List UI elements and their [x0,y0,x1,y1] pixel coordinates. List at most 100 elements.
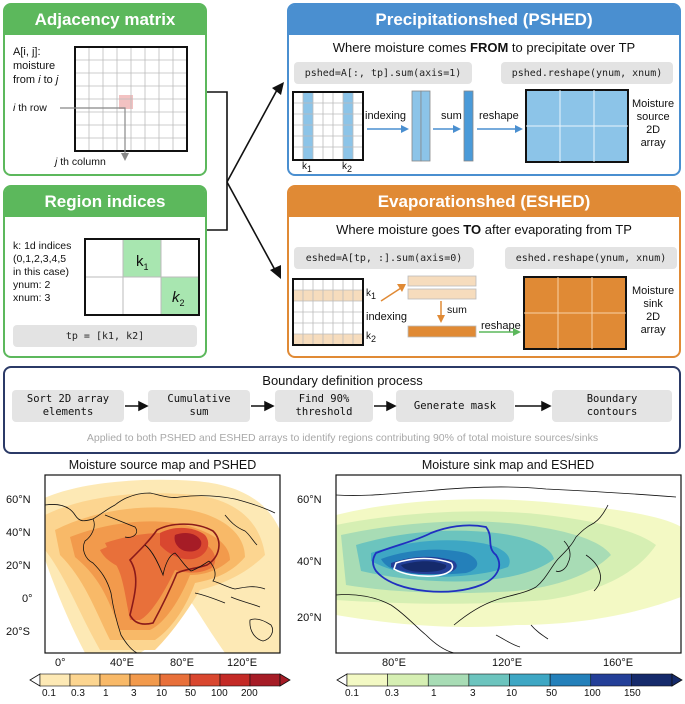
source-cbar-segment [69,673,101,687]
eshed-sum-code: eshed=A[tp, :].sum(axis=0) [294,247,474,269]
region-k2-label: k2 [172,289,185,308]
adjacency-grid [74,46,188,152]
source-cbar-tick-0: 0.1 [42,688,56,699]
sink-cbar-extend-high [671,673,683,687]
boundary-note: Applied to both PSHED and ESHED arrays t… [86,432,599,444]
source-cbar-tick-4: 10 [156,688,168,699]
pshed-k1-label: k1 [302,161,313,174]
source-lon-80: 80°E [170,657,194,669]
pshed-subtitle: Where moisture comes FROM to precipitate… [332,40,636,55]
step-cumulative-sum: Cumulative sum [148,390,250,422]
source-cbar-tick-3: 3 [131,688,137,699]
source-lon-120: 120°E [227,657,258,669]
sink-cbar-tick-2: 1 [431,688,437,699]
row-column-pointer [60,107,129,161]
step-threshold: Find 90% threshold [275,390,373,422]
source-cbar-segment [249,673,281,687]
adjacency-description: A[i, j]: moisture from i to j [13,46,59,86]
source-cbar-tick-5: 50 [185,688,197,699]
sink-colorbar [336,673,683,687]
sink-cbar-segment [346,673,388,687]
source-colorbar [29,673,291,687]
source-cbar-tick-2: 1 [103,688,109,699]
step-generate-mask: Generate mask [396,390,514,422]
branch-arrows [207,82,284,279]
eshed-sum-label: sum [447,304,467,316]
adjacency-matrix-title: Adjacency matrix [5,5,205,35]
tp-code: tp = [k1, k2] [13,325,197,347]
eshed-title: Evaporationshed (ESHED) [289,187,679,217]
source-cbar-segment [99,673,131,687]
eshed-result-label: Moisture sink 2D array [632,285,675,336]
sink-cbar-segment [509,673,551,687]
pshed-title: Precipitationshed (PSHED) [289,5,679,35]
region-indices-panel: Region indices k: 1d indices (0,1,2,3,4,… [3,185,207,358]
region-description: k: 1d indices (0,1,2,3,4,5 in this case)… [13,240,72,304]
source-cbar-tick-6: 100 [211,688,228,699]
eshed-flow [380,275,627,350]
source-lon-0: 0° [55,657,66,669]
source-cbar-extend-high [279,673,291,687]
sink-lon-80: 80°E [382,657,406,669]
sink-cbar-extend-low [336,673,348,687]
source-lat-60: 60°N [6,494,31,506]
eshed-k1-label: k1 [366,288,377,301]
adjacency-matrix-panel: Adjacency matrix A[i, j]: moisture from … [3,3,207,176]
sink-cbar-segment [631,673,673,687]
source-lat-20: 20°N [6,560,31,572]
pshed-sum-code: pshed=A[:, tp].sum(axis=1) [294,62,472,84]
sink-map [335,474,682,654]
source-cbar-segment [39,673,71,687]
source-cbar-segment [189,673,221,687]
region-indices-title: Region indices [5,187,205,217]
pshed-sum-label: sum [441,110,462,122]
column-label: j th column [55,156,106,168]
sink-cbar-tick-7: 150 [624,688,641,699]
sink-map-title: Moisture sink map and ESHED [421,458,595,472]
region-grid [84,238,200,316]
sink-lat-20: 20°N [297,612,322,624]
source-cbar-tick-7: 200 [241,688,258,699]
pshed-k2-label: k2 [342,161,353,174]
source-cbar-segment [159,673,191,687]
region-k1-label: k1 [136,253,149,272]
source-lat-40: 40°N [6,527,31,539]
pshed-reshape-code: pshed.reshape(ynum, xnum) [501,62,673,84]
step-boundary-contours: Boundary contours [552,390,672,422]
boundary-title: Boundary definition process [262,373,423,388]
sink-cbar-segment [427,673,470,687]
sink-lat-60: 60°N [297,494,322,506]
source-cbar-extend-low [29,673,41,687]
pshed-result-label: Moisture source 2D array [632,98,675,149]
pshed-indexing-label: indexing [365,110,406,122]
eshed-matrix [292,278,364,346]
eshed-subtitle: Where moisture goes TO after evaporating… [336,222,632,237]
sink-lat-40: 40°N [297,556,322,568]
pshed-reshape-label: reshape [479,110,519,122]
sink-cbar-tick-1: 0.3 [385,688,399,699]
source-lon-40: 40°E [110,657,134,669]
sink-cbar-tick-4: 10 [506,688,518,699]
source-map [44,474,281,654]
eshed-reshape-label: reshape [481,320,521,332]
pshed-matrix [292,91,364,161]
pshed-flow [367,89,629,163]
source-cbar-segment [129,673,161,687]
sink-lon-120: 120°E [492,657,523,669]
sink-cbar-segment [590,673,632,687]
row-label: i th row [13,102,47,114]
step-sort: Sort 2D array elements [12,390,124,422]
sink-cbar-segment [468,673,510,687]
sink-cbar-tick-0: 0.1 [345,688,359,699]
sink-cbar-tick-3: 3 [470,688,476,699]
eshed-reshape-code: eshed.reshape(ynum, xnum) [505,247,677,269]
sink-cbar-tick-5: 50 [546,688,558,699]
sink-lon-160: 160°E [603,657,634,669]
sink-cbar-tick-6: 100 [584,688,601,699]
sink-cbar-segment [387,673,429,687]
eshed-panel: Evaporationshed (ESHED) Where moisture g… [287,185,681,358]
eshed-indexing-label: indexing [366,311,407,323]
source-lat-0: 0° [22,593,33,605]
sink-cbar-segment [549,673,592,687]
